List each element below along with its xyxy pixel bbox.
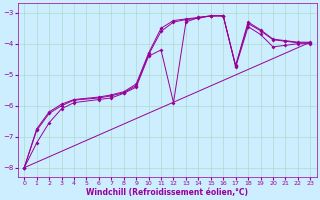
X-axis label: Windchill (Refroidissement éolien,°C): Windchill (Refroidissement éolien,°C)	[86, 188, 248, 197]
